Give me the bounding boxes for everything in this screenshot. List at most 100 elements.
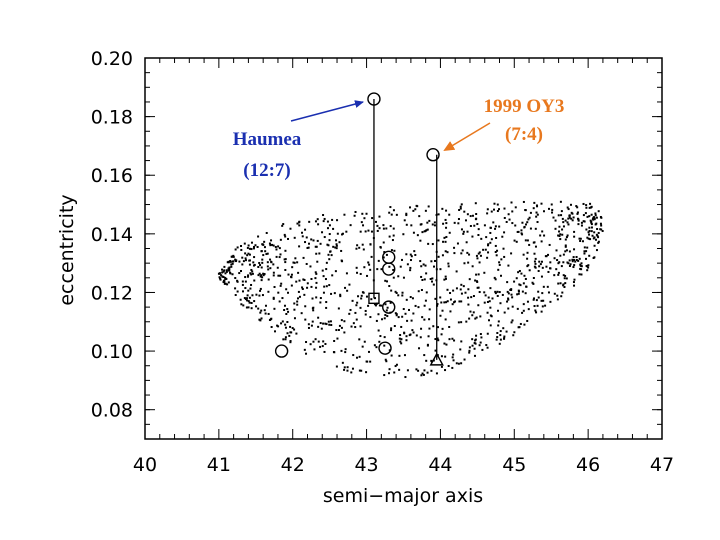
- data-point: [427, 242, 430, 245]
- data-point: [428, 219, 431, 222]
- data-point: [305, 341, 308, 344]
- data-point: [522, 303, 525, 306]
- data-point: [283, 304, 286, 307]
- data-point: [568, 264, 571, 267]
- data-point: [588, 226, 591, 229]
- data-point: [365, 295, 368, 298]
- data-point: [410, 255, 413, 258]
- data-point: [551, 211, 554, 214]
- data-point: [301, 286, 304, 289]
- data-point: [517, 290, 520, 293]
- data-point: [248, 301, 251, 304]
- data-point: [561, 233, 564, 236]
- data-point: [565, 277, 568, 280]
- data-point: [405, 214, 408, 217]
- data-point: [381, 318, 384, 321]
- data-point: [476, 286, 479, 289]
- data-point: [543, 234, 546, 237]
- data-point: [520, 272, 523, 275]
- y-tick-labels: 0.08 0.10 0.12 0.14 0.16 0.18 0.20: [91, 48, 133, 422]
- data-point: [590, 230, 593, 233]
- data-point: [433, 224, 436, 227]
- data-point: [370, 230, 373, 233]
- data-point: [284, 326, 287, 329]
- data-point: [343, 320, 346, 323]
- data-point: [405, 223, 408, 226]
- data-point: [258, 318, 261, 321]
- data-point: [388, 211, 391, 214]
- data-point: [475, 213, 478, 216]
- data-point: [272, 297, 275, 300]
- data-point: [336, 232, 339, 235]
- data-point: [437, 213, 440, 216]
- data-point: [460, 292, 463, 295]
- data-point: [313, 348, 316, 351]
- data-point: [486, 300, 489, 303]
- data-point: [288, 334, 291, 337]
- data-point: [394, 365, 397, 368]
- data-point: [522, 282, 525, 285]
- data-point: [591, 218, 594, 221]
- data-point: [420, 288, 423, 291]
- data-point: [580, 265, 583, 268]
- data-point: [590, 213, 593, 216]
- data-point: [426, 371, 429, 374]
- data-point: [532, 282, 535, 285]
- data-point: [448, 231, 451, 234]
- data-point: [287, 273, 290, 276]
- data-point: [468, 253, 471, 256]
- data-point: [395, 291, 398, 294]
- data-point: [431, 223, 434, 226]
- data-point: [417, 306, 420, 309]
- data-point: [343, 331, 346, 334]
- data-point: [507, 307, 510, 310]
- data-point: [402, 308, 405, 311]
- data-point: [369, 360, 372, 363]
- data-point: [326, 227, 329, 230]
- data-point: [586, 269, 589, 272]
- data-point: [514, 224, 517, 227]
- data-point: [289, 325, 292, 328]
- data-point: [223, 265, 226, 268]
- data-point: [348, 312, 351, 315]
- data-point: [355, 318, 358, 321]
- data-point: [585, 250, 588, 253]
- data-point: [571, 260, 574, 263]
- data-point: [291, 327, 294, 330]
- data-point: [230, 255, 233, 258]
- data-point: [376, 268, 379, 271]
- data-point: [260, 266, 263, 269]
- data-point: [550, 203, 553, 206]
- data-point: [293, 236, 296, 239]
- data-point: [505, 330, 508, 333]
- data-point: [562, 253, 565, 256]
- data-point: [304, 241, 307, 244]
- data-point: [588, 215, 591, 218]
- data-point: [231, 262, 234, 265]
- data-point: [502, 247, 505, 250]
- data-point: [526, 300, 529, 303]
- data-point: [241, 256, 244, 259]
- data-point: [327, 244, 330, 247]
- data-point: [282, 223, 285, 226]
- data-point: [522, 309, 525, 312]
- data-point: [241, 280, 244, 283]
- data-point: [403, 354, 406, 357]
- data-point: [269, 267, 272, 270]
- data-point: [421, 316, 424, 319]
- data-point: [424, 299, 427, 302]
- data-point: [469, 225, 472, 228]
- data-point: [514, 206, 517, 209]
- data-point: [319, 301, 322, 304]
- data-point: [223, 269, 226, 272]
- data-point: [328, 258, 331, 261]
- data-point: [537, 296, 540, 299]
- data-point: [536, 304, 539, 307]
- data-point: [330, 323, 333, 326]
- data-point: [242, 260, 245, 263]
- data-point: [589, 219, 592, 222]
- data-point: [341, 233, 344, 236]
- data-point: [483, 301, 486, 304]
- data-point: [260, 250, 263, 253]
- data-point: [308, 220, 311, 223]
